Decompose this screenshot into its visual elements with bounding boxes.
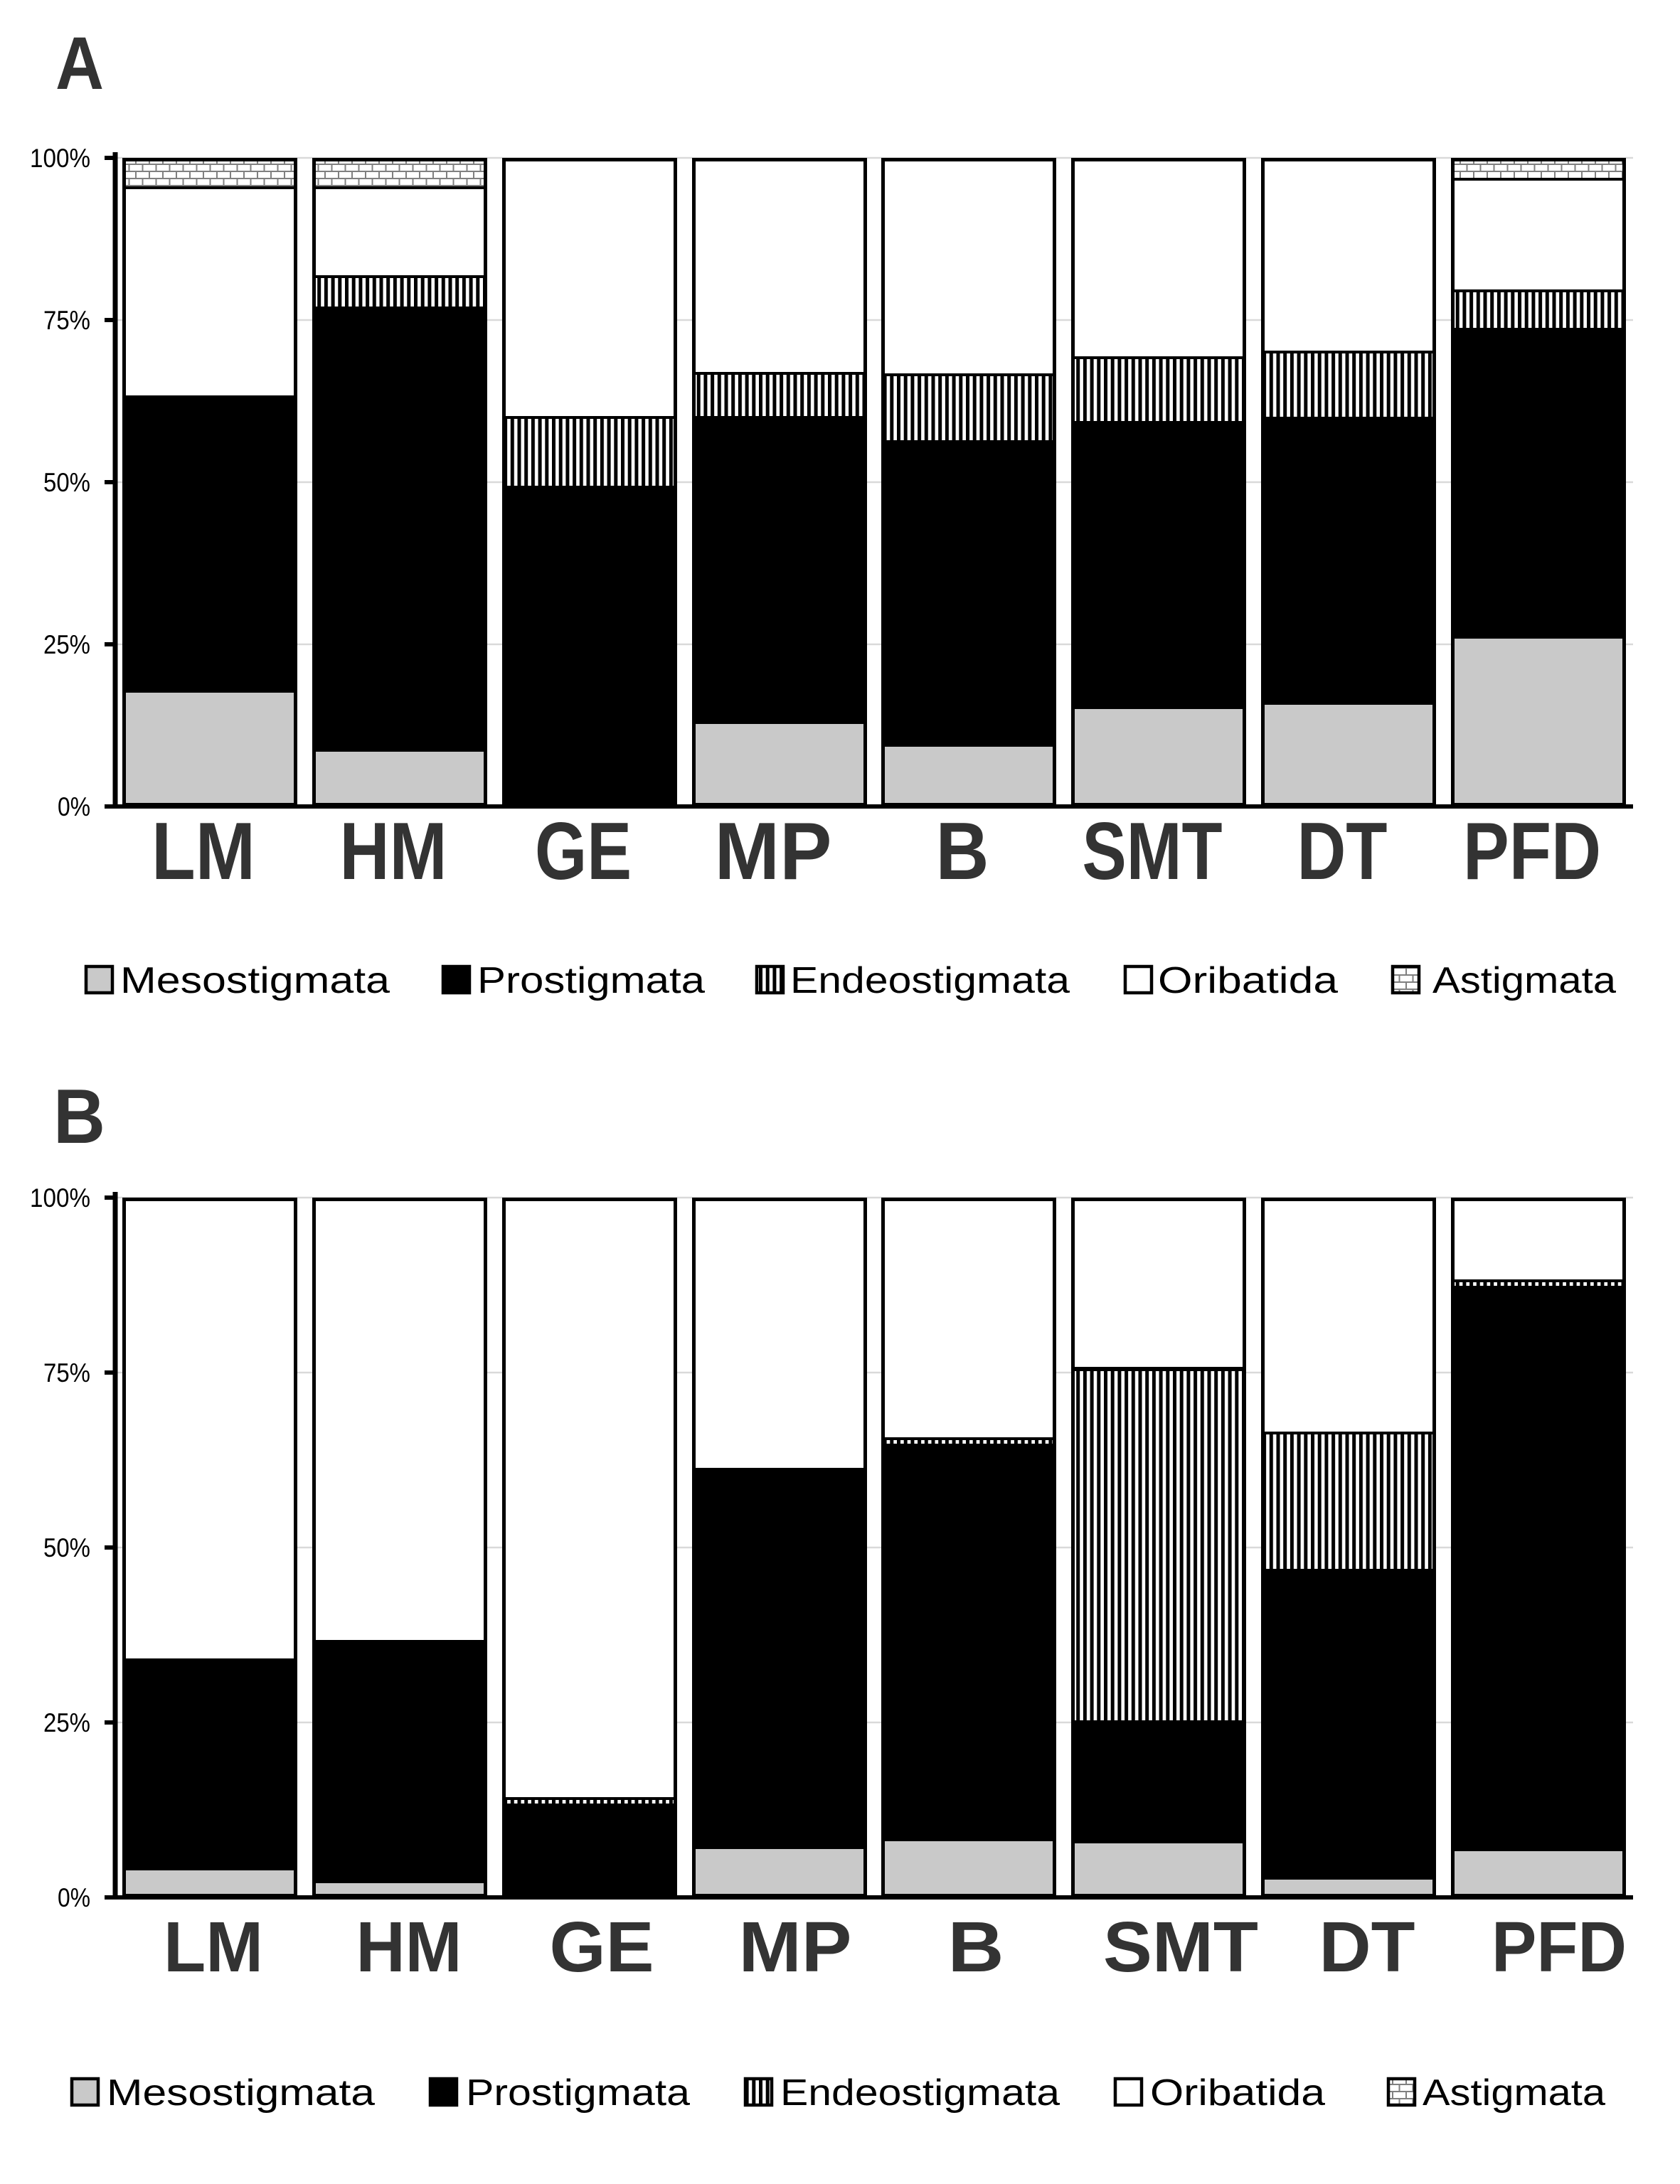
svg-text:Mesostigmata: Mesostigmata xyxy=(107,2072,375,2114)
svg-text:Astigmata: Astigmata xyxy=(1432,960,1616,1001)
svg-text:SMT: SMT xyxy=(1103,1907,1258,1987)
svg-text:Astigmata: Astigmata xyxy=(1423,2072,1605,2114)
svg-text:HM: HM xyxy=(340,806,447,897)
svg-text:MP: MP xyxy=(739,1907,852,1987)
svg-text:25%: 25% xyxy=(43,630,90,659)
svg-text:SMT: SMT xyxy=(1083,806,1223,897)
svg-text:Prostigmata: Prostigmata xyxy=(466,2072,690,2114)
svg-text:75%: 75% xyxy=(43,1358,90,1387)
svg-text:75%: 75% xyxy=(43,306,90,335)
svg-text:50%: 50% xyxy=(43,468,90,497)
svg-text:Oribatida: Oribatida xyxy=(1158,960,1338,1001)
svg-text:100%: 100% xyxy=(30,144,90,173)
svg-text:Endeostigmata: Endeostigmata xyxy=(790,960,1070,1001)
svg-text:0%: 0% xyxy=(58,792,90,821)
svg-text:GE: GE xyxy=(535,806,632,897)
svg-text:PFD: PFD xyxy=(1492,1907,1627,1987)
svg-text:DT: DT xyxy=(1297,806,1388,897)
svg-text:PFD: PFD xyxy=(1463,806,1601,897)
svg-text:Mesostigmata: Mesostigmata xyxy=(120,960,390,1001)
svg-text:B: B xyxy=(936,806,989,897)
svg-text:A: A xyxy=(55,22,104,105)
svg-text:B: B xyxy=(948,1907,1004,1987)
svg-text:Prostigmata: Prostigmata xyxy=(477,960,705,1001)
svg-text:25%: 25% xyxy=(43,1708,90,1737)
svg-text:LM: LM xyxy=(151,806,255,897)
svg-text:B: B xyxy=(53,1073,105,1160)
svg-text:100%: 100% xyxy=(30,1183,90,1213)
svg-text:LM: LM xyxy=(164,1907,263,1987)
svg-text:Oribatida: Oribatida xyxy=(1150,2072,1325,2114)
svg-text:50%: 50% xyxy=(43,1533,90,1562)
svg-text:MP: MP xyxy=(715,806,832,897)
svg-text:HM: HM xyxy=(356,1907,462,1987)
svg-text:GE: GE xyxy=(550,1907,654,1987)
svg-text:0%: 0% xyxy=(58,1883,90,1912)
svg-text:DT: DT xyxy=(1319,1907,1415,1987)
svg-text:Endeostigmata: Endeostigmata xyxy=(780,2072,1060,2114)
